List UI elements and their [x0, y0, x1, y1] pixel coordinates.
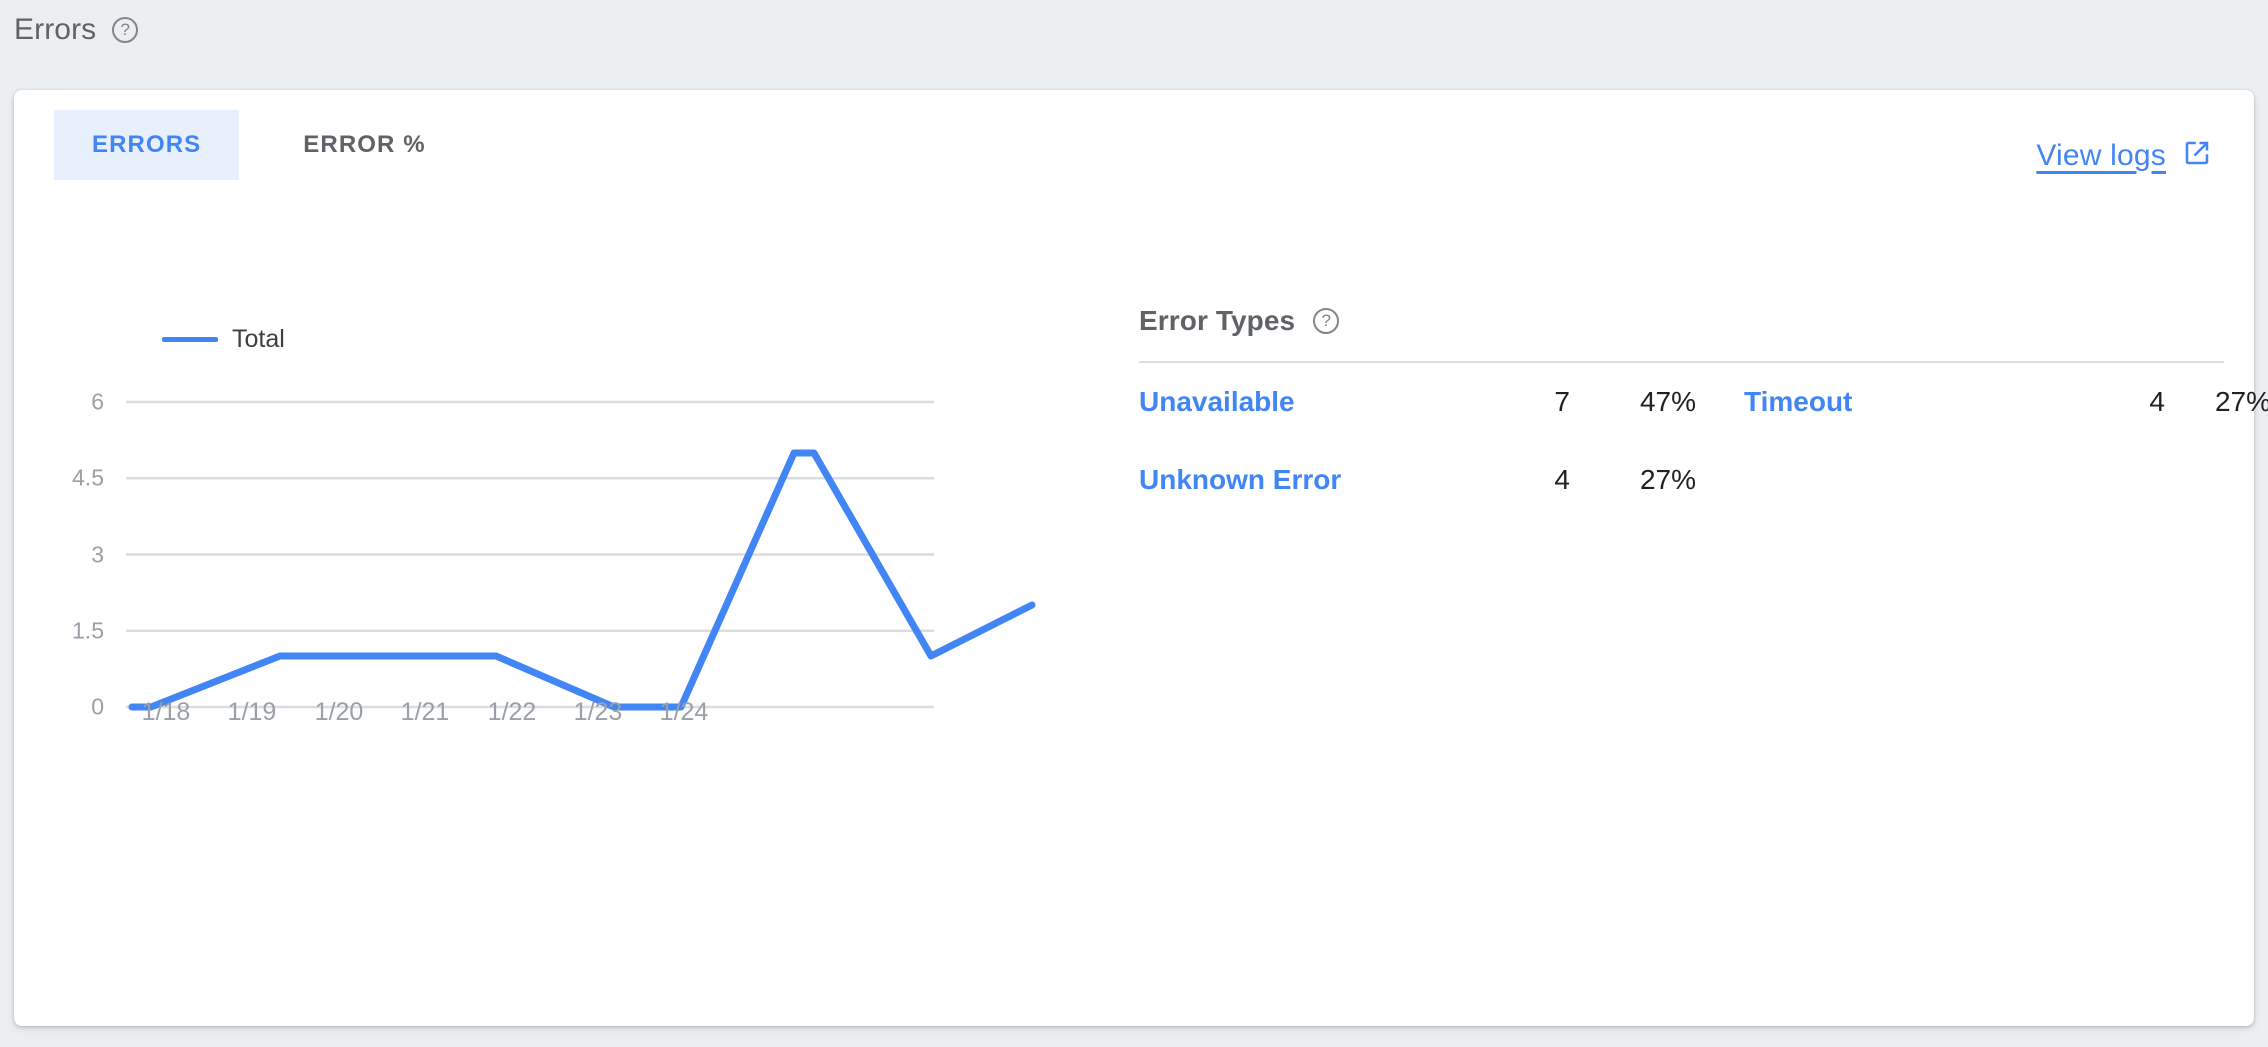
- error-type-name-unavailable[interactable]: Unavailable: [1139, 386, 1295, 417]
- help-circle-icon[interactable]: ?: [1313, 308, 1340, 334]
- x-tick-1-23: 1/23: [573, 698, 623, 726]
- error-types-table: Unavailable 7 47% Timeout 4 27% Unknown …: [1139, 363, 2268, 519]
- x-tick-1-19: 1/19: [227, 698, 277, 726]
- error-types-header: Error Types ?: [1139, 305, 2224, 337]
- error-type-empty-cell: [2179, 441, 2268, 519]
- error-type-count-unavailable: 7: [1554, 386, 1570, 417]
- error-type-count-unknown-error: 4: [1554, 464, 1570, 495]
- errors-chart: Total 0 1.5 3 4.5 6: [14, 200, 1114, 1026]
- chart-line-total: [128, 449, 1036, 711]
- view-logs-link[interactable]: View logs: [2036, 138, 2212, 173]
- error-type-empty-cell: [2074, 441, 2179, 519]
- error-type-count-timeout: 4: [2149, 386, 2165, 417]
- page-title: Errors: [14, 13, 97, 46]
- x-tick-1-24: 1/24: [659, 698, 709, 726]
- error-type-percent-timeout: 27%: [2214, 386, 2268, 417]
- x-tick-1-20: 1/20: [314, 698, 364, 726]
- tab-bar: ERRORS ERROR %: [14, 90, 2254, 200]
- error-types-panel: Error Types ? Unavailable 7 47% Timeout …: [1139, 305, 2268, 519]
- error-types-title: Error Types: [1139, 305, 1296, 336]
- y-tick-0: 0: [91, 693, 104, 720]
- view-logs-label: View logs: [2036, 138, 2166, 172]
- error-type-name-unknown-error[interactable]: Unknown Error: [1139, 464, 1342, 495]
- legend-swatch-total: [162, 337, 218, 342]
- errors-card: ERRORS ERROR % View logs Total: [14, 90, 2268, 1026]
- x-tick-1-21: 1/21: [400, 698, 450, 726]
- chart-plot-area: 0 1.5 3 4.5 6 1/18 1/19 1/20 1/21 1/22 1…: [14, 200, 1114, 1026]
- chart-legend: Total: [162, 325, 285, 354]
- y-tick-1.5: 1.5: [72, 617, 104, 644]
- error-type-percent-unavailable: 47%: [1639, 386, 1696, 417]
- error-type-empty-cell: [1744, 441, 2074, 519]
- x-tick-1-18: 1/18: [141, 698, 191, 726]
- chart-gridlines: [126, 400, 934, 709]
- error-types-divider: [1139, 361, 2224, 363]
- x-tick-1-22: 1/22: [487, 698, 537, 726]
- page-header: Errors ?: [14, 6, 139, 54]
- error-type-name-timeout[interactable]: Timeout: [1744, 386, 1853, 417]
- y-tick-6: 6: [91, 388, 104, 415]
- help-circle-icon[interactable]: ?: [112, 17, 139, 43]
- tab-error-percent[interactable]: ERROR %: [265, 110, 463, 180]
- y-tick-4.5: 4.5: [72, 464, 104, 491]
- tab-error-percent-label: ERROR %: [303, 131, 426, 158]
- external-link-icon: [2182, 138, 2212, 173]
- chart-svg: [126, 400, 1036, 711]
- tab-errors-label: ERRORS: [92, 131, 202, 158]
- tab-errors[interactable]: ERRORS: [54, 110, 240, 180]
- y-tick-3: 3: [91, 541, 104, 567]
- error-type-percent-unknown-error: 27%: [1639, 464, 1696, 495]
- legend-label-total: Total: [232, 325, 285, 353]
